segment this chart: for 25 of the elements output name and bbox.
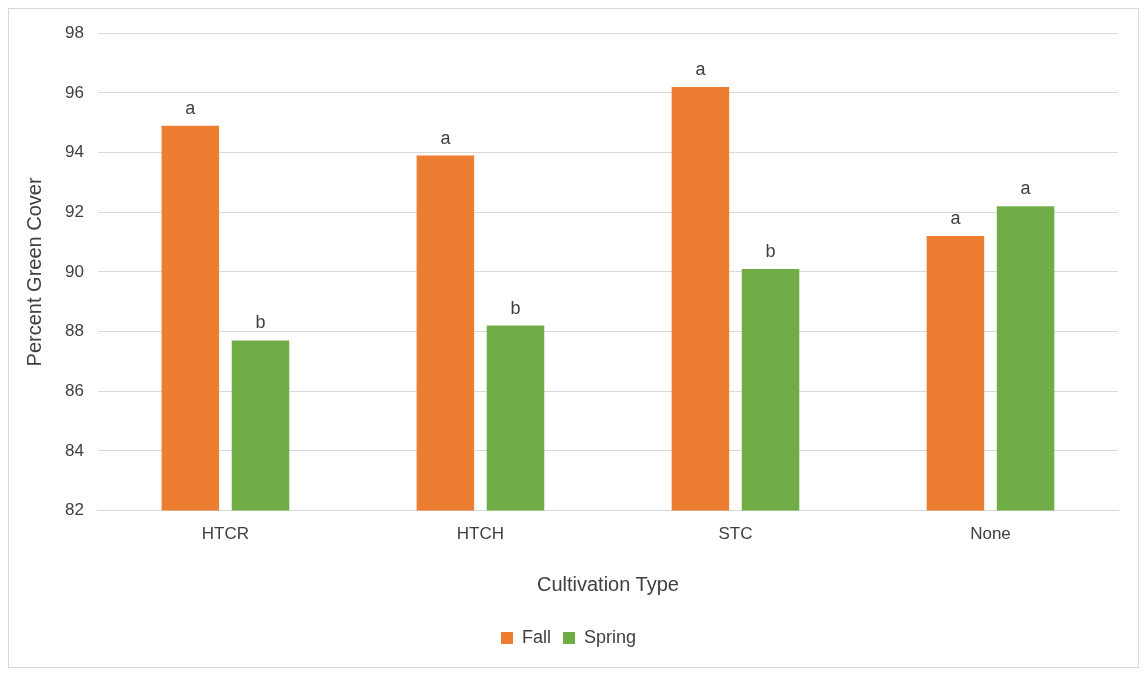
data-label: b: [765, 240, 776, 261]
y-tick-label: 84: [64, 440, 84, 460]
y-tick-label: 90: [64, 261, 84, 281]
y-tick-label: 96: [64, 82, 84, 102]
legend-label: Fall: [521, 626, 551, 647]
y-tick-label: 94: [64, 142, 84, 162]
y-tick-label: 92: [64, 201, 84, 221]
x-tick-label: None: [970, 524, 1011, 544]
legend-label: Spring: [583, 626, 637, 647]
y-tick-label: 86: [64, 380, 84, 400]
data-label: a: [440, 127, 452, 148]
data-label: a: [695, 58, 707, 79]
x-tick-label: HTCR: [201, 524, 250, 544]
y-tick-label: 82: [64, 500, 84, 520]
y-tick-label: 88: [64, 321, 84, 341]
x-tick-label: HTCH: [456, 524, 505, 544]
data-label: b: [510, 297, 521, 318]
data-label: a: [1020, 178, 1032, 199]
data-label: a: [185, 97, 197, 118]
data-label: b: [255, 312, 266, 333]
x-tick-label: STC: [718, 524, 753, 544]
data-label: a: [950, 208, 962, 229]
y-tick-label: 98: [64, 22, 84, 42]
x-axis-title: Cultivation Type: [536, 572, 679, 595]
y-axis-title: Percent Green Cover: [22, 177, 45, 367]
